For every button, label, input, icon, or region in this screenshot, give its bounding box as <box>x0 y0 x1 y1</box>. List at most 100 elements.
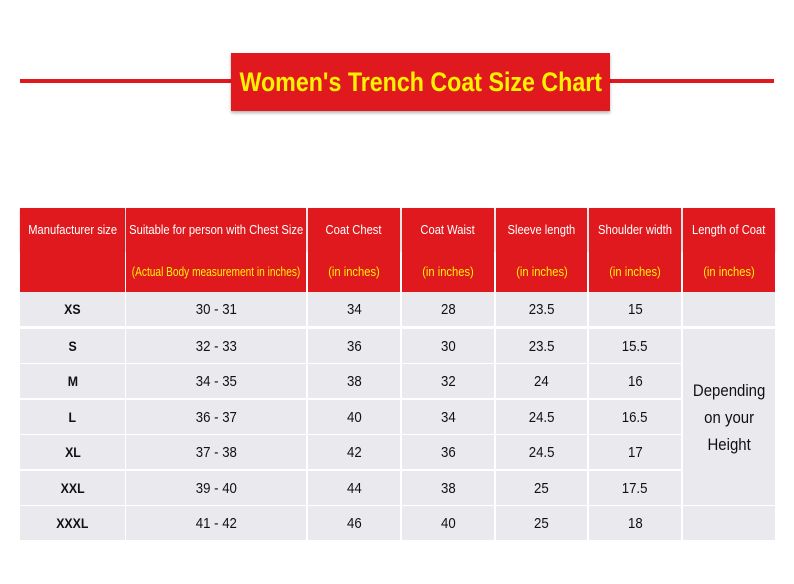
table-cell: L <box>20 400 125 434</box>
table-cell-text: 17 <box>627 443 643 461</box>
column-header: Coat Waist <box>402 208 494 251</box>
table-cell: XS <box>20 292 125 326</box>
column-subheader-text: (Actual Body measurement in inches) <box>131 264 301 279</box>
table-cell-text: 32 - 33 <box>195 337 237 355</box>
table-cell-text: 30 <box>440 337 456 355</box>
table-cell: 37 - 38 <box>126 435 306 469</box>
table-cell-text: 40 <box>440 514 456 532</box>
table-cell-text: 36 <box>346 337 362 355</box>
table-cell-text: 24.5 <box>528 408 555 426</box>
table-cell-text: 18 <box>627 514 643 532</box>
column-subheader: (in inches) <box>308 251 400 292</box>
table-cell: 34 <box>402 400 494 434</box>
table-cell: 42 <box>308 435 400 469</box>
column-header: Manufacturer size <box>20 208 125 251</box>
table-cell-text: 34 <box>440 408 456 426</box>
table-cell: 41 - 42 <box>126 506 306 540</box>
table-cell: 32 <box>402 364 494 398</box>
table-cell-text: 37 - 38 <box>195 443 237 461</box>
column-header-text: Sleeve length <box>507 222 576 237</box>
table-cell: 30 <box>402 329 494 363</box>
table-cell-text: 23.5 <box>528 300 555 318</box>
table-cell-text: 34 - 35 <box>195 372 237 390</box>
column-header-text: Shoulder width <box>598 222 672 237</box>
column-subheader-text: (in inches) <box>703 264 755 279</box>
column-subheader: (in inches) <box>683 251 775 292</box>
column-subheader-text: (in inches) <box>422 264 474 279</box>
table-cell: 36 - 37 <box>126 400 306 434</box>
table-cell: 40 <box>402 506 494 540</box>
table-cell-text: 25 <box>534 479 549 497</box>
table-cell-text: 24 <box>534 372 549 390</box>
table-cell: 32 - 33 <box>126 329 306 363</box>
table-cell: 23.5 <box>496 292 587 326</box>
table-cell-text: XL <box>64 444 81 460</box>
table-cell: 16.5 <box>589 400 681 434</box>
table-cell-text: XXL <box>60 480 85 496</box>
column-header: Coat Chest <box>308 208 400 251</box>
table-cell: 28 <box>402 292 494 326</box>
table-cell: 24.5 <box>496 435 587 469</box>
table-cell: 30 - 31 <box>126 292 306 326</box>
table-cell-text: 44 <box>346 479 362 497</box>
table-cell-text: 24.5 <box>528 443 555 461</box>
table-cell: 36 <box>308 329 400 363</box>
table-cell: M <box>20 364 125 398</box>
table-cell-text: 30 - 31 <box>195 300 237 318</box>
column-subheader-text: (in inches) <box>609 264 661 279</box>
table-cell-text: 39 - 40 <box>195 479 237 497</box>
column-subheader <box>20 251 125 292</box>
table-cell: XXXL <box>20 506 125 540</box>
column-header-text: Coat Waist <box>420 222 476 237</box>
table-cell-text: 46 <box>346 514 362 532</box>
column-header: Length of Coat <box>683 208 775 251</box>
column-subheader: (in inches) <box>402 251 494 292</box>
table-cell: 36 <box>402 435 494 469</box>
table-cell: 39 - 40 <box>126 471 306 505</box>
table-cell: 23.5 <box>496 329 587 363</box>
table-cell-text: 41 - 42 <box>195 514 237 532</box>
table-cell-text: 38 <box>346 372 362 390</box>
table-cell: 18 <box>589 506 681 540</box>
column-header: Suitable for person with Chest Size <box>126 208 306 251</box>
table-cell-text: 32 <box>440 372 456 390</box>
table-cell: 25 <box>496 471 587 505</box>
table-cell-text: XS <box>64 301 81 317</box>
table-cell-text: 25 <box>534 514 549 532</box>
table-cell-text: 40 <box>346 408 362 426</box>
table-cell-text: 42 <box>346 443 362 461</box>
table-cell: 38 <box>308 364 400 398</box>
table-cell: 46 <box>308 506 400 540</box>
table-cell <box>683 292 775 326</box>
column-subheader: (in inches) <box>496 251 587 292</box>
length-of-coat-note-text: Depending on your Height <box>692 380 766 454</box>
column-header-text: Length of Coat <box>692 222 766 237</box>
table-cell-text: L <box>68 409 77 425</box>
table-cell: 17.5 <box>589 471 681 505</box>
table-cell-text: 15.5 <box>622 337 648 355</box>
table-cell: 38 <box>402 471 494 505</box>
table-cell-text: 17.5 <box>622 479 648 497</box>
table-cell: 24.5 <box>496 400 587 434</box>
column-subheader-text: (in inches) <box>515 264 568 279</box>
table-cell: 17 <box>589 435 681 469</box>
table-cell-text: XXXL <box>56 515 89 531</box>
table-cell: 34 - 35 <box>126 364 306 398</box>
table-cell-text: M <box>67 373 78 389</box>
column-subheader: (Actual Body measurement in inches) <box>126 251 306 292</box>
length-of-coat-note: Depending on your Height <box>683 329 775 505</box>
table-cell-text: 36 - 37 <box>195 408 237 426</box>
table-cell <box>683 506 775 540</box>
column-header: Sleeve length <box>496 208 587 251</box>
table-cell: 15 <box>589 292 681 326</box>
table-cell: 40 <box>308 400 400 434</box>
table-cell: XL <box>20 435 125 469</box>
table-cell-text: 36 <box>440 443 456 461</box>
table-cell: 15.5 <box>589 329 681 363</box>
table-cell-text: S <box>68 338 77 354</box>
table-cell-text: 16 <box>627 372 643 390</box>
page-title: Women's Trench Coat Size Chart <box>239 66 602 97</box>
table-cell-text: 23.5 <box>528 337 555 355</box>
table-cell-text: 28 <box>440 300 456 318</box>
table-cell-text: 38 <box>440 479 456 497</box>
